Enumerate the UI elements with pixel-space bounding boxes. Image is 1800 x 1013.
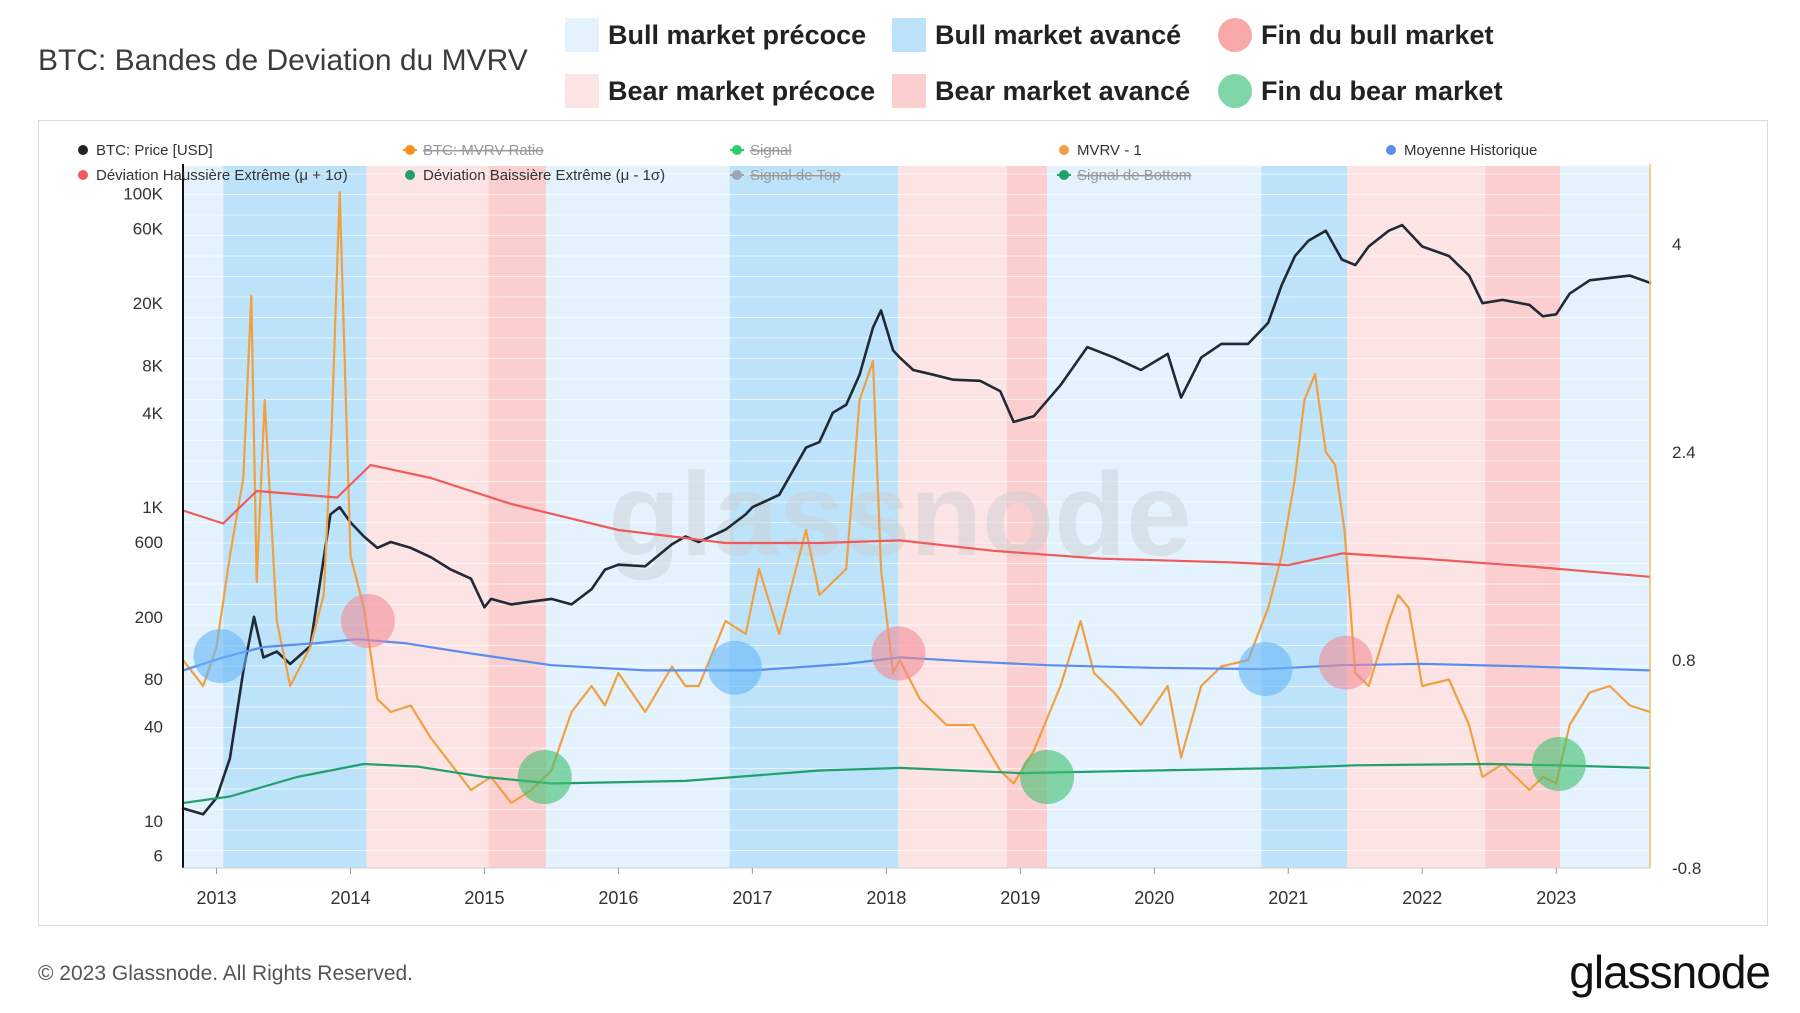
legend-label: Bull market précoce bbox=[608, 19, 867, 50]
marker-bull-top bbox=[193, 629, 248, 684]
series-legend-label: Signal de Top bbox=[750, 167, 841, 184]
marker-bear-end bbox=[1020, 750, 1075, 804]
x-tick-label: 2021 bbox=[1268, 888, 1308, 908]
series-legend-label: MVRV - 1 bbox=[1077, 142, 1142, 159]
marker-bear-end bbox=[1531, 737, 1586, 791]
series-line-3 bbox=[181, 463, 1652, 578]
legend-swatch bbox=[565, 74, 599, 108]
x-tick-label: 2023 bbox=[1536, 888, 1576, 908]
legend-swatch bbox=[565, 18, 599, 52]
regime-band-bear-early bbox=[366, 166, 489, 868]
y-left-tick-label: 20K bbox=[133, 294, 164, 313]
marker-bear-end bbox=[517, 750, 572, 804]
y-right-tick-label: -0.8 bbox=[1672, 859, 1701, 878]
regime-band-bear-early bbox=[1347, 166, 1486, 868]
series-legend-dot bbox=[1386, 145, 1396, 155]
y-left-tick-label: 6 bbox=[154, 847, 163, 866]
y-right-tick-label: 4 bbox=[1672, 235, 1681, 254]
legend-label: Bull market avancé bbox=[935, 19, 1182, 50]
series-legend-dot bbox=[405, 145, 415, 155]
y-left-tick-label: 60K bbox=[133, 219, 164, 238]
legend-bear-late[interactable]: Bear market avancé bbox=[892, 74, 1190, 108]
legend-bear-early[interactable]: Bear market précoce bbox=[565, 74, 875, 108]
series-line-0 bbox=[181, 223, 1652, 816]
chart-title: BTC: Bandes de Deviation du MVRV bbox=[38, 44, 528, 77]
regime-bands bbox=[183, 166, 1650, 868]
series-legend-label: Moyenne Historique bbox=[1404, 142, 1537, 159]
y-left-tick-label: 1K bbox=[142, 498, 163, 517]
x-tick-label: 2022 bbox=[1402, 888, 1442, 908]
legend-label: Bear market avancé bbox=[935, 75, 1191, 106]
regime-band-bull-late bbox=[223, 166, 367, 868]
regime-band-bull-late bbox=[1261, 166, 1348, 868]
brand-logo[interactable]: glassnode bbox=[1569, 946, 1771, 998]
legend-bull-late[interactable]: Bull market avancé bbox=[892, 18, 1181, 52]
marker-bull-end bbox=[340, 594, 395, 648]
y-left-tick-label: 600 bbox=[135, 533, 163, 552]
series-legend-label: Déviation Haussière Extrême (μ + 1σ) bbox=[96, 167, 348, 184]
y-left-tick-label: 4K bbox=[142, 404, 163, 423]
marker-bull-top bbox=[707, 640, 762, 695]
marker-bull-end bbox=[1318, 635, 1373, 690]
x-tick-label: 2014 bbox=[330, 888, 370, 908]
legend-label: Bear market précoce bbox=[608, 75, 876, 106]
series-legend-dot bbox=[732, 145, 742, 155]
x-tick-label: 2013 bbox=[196, 888, 236, 908]
y-left-tick-label: 100K bbox=[123, 185, 163, 204]
series-legend: BTC: Price [USD] BTC: MVRV Ratio Signal MVR… bbox=[78, 142, 1537, 184]
y-left-tick-label: 40 bbox=[144, 717, 163, 736]
watermark: glassnode bbox=[608, 449, 1192, 581]
legend-label: Fin du bear market bbox=[1261, 75, 1503, 106]
series-legend-dot bbox=[405, 170, 415, 180]
series-legend-dot bbox=[78, 145, 88, 155]
y-left-tick-label: 80 bbox=[144, 670, 163, 689]
y-left-tick-label: 200 bbox=[135, 608, 163, 627]
series-line-1 bbox=[181, 190, 1652, 805]
x-tick-label: 2016 bbox=[598, 888, 638, 908]
legend-swatch bbox=[1218, 74, 1252, 108]
x-tick-label: 2019 bbox=[1000, 888, 1040, 908]
series-legend-dot bbox=[732, 170, 742, 180]
legend-swatch bbox=[892, 74, 926, 108]
x-tick-label: 2020 bbox=[1134, 888, 1174, 908]
copyright: © 2023 Glassnode. All Rights Reserved. bbox=[38, 962, 414, 985]
series-legend-label: Signal bbox=[750, 142, 792, 159]
series-legend-dot bbox=[1059, 170, 1069, 180]
regime-band-bull-early bbox=[1047, 166, 1262, 868]
series-legend-label: BTC: Price [USD] bbox=[96, 142, 213, 159]
x-tick-label: 2018 bbox=[866, 888, 906, 908]
legend-swatch bbox=[892, 18, 926, 52]
series-legend-label: BTC: MVRV Ratio bbox=[423, 142, 544, 159]
legend-bear-end[interactable]: Fin du bear market bbox=[1218, 74, 1503, 108]
marker-bull-end bbox=[871, 626, 926, 681]
y-right-tick-label: 0.8 bbox=[1672, 651, 1696, 670]
regime-band-bull-early bbox=[546, 166, 730, 868]
series-legend-dot bbox=[78, 170, 88, 180]
regime-band-bull-late bbox=[729, 166, 899, 868]
x-tick-label: 2017 bbox=[732, 888, 772, 908]
chart-frame bbox=[38, 120, 1768, 926]
series-line-4 bbox=[181, 762, 1652, 805]
y-left-tick-label: 10 bbox=[144, 812, 163, 831]
legend-label: Fin du bull market bbox=[1261, 19, 1494, 50]
legend-bull-early[interactable]: Bull market précoce bbox=[565, 18, 866, 52]
legend-bull-end[interactable]: Fin du bull market bbox=[1218, 18, 1494, 52]
y-right-tick-label: 2.4 bbox=[1672, 443, 1696, 462]
regime-markers bbox=[193, 594, 1586, 804]
axes: 2013 2014 2015 2016 2017 2018 2019 2020 2021 2022… bbox=[123, 164, 1701, 908]
series-legend-dot bbox=[1059, 145, 1069, 155]
x-tick-label: 2015 bbox=[464, 888, 504, 908]
y-left-tick-label: 8K bbox=[142, 357, 163, 376]
marker-bull-top bbox=[1238, 642, 1293, 697]
series-legend-label: Signal de Bottom bbox=[1077, 167, 1191, 184]
series-legend-label: Déviation Baissière Extrême (μ - 1σ) bbox=[423, 167, 665, 184]
regime-band-bear-late bbox=[488, 166, 547, 868]
legend-swatch bbox=[1218, 18, 1252, 52]
